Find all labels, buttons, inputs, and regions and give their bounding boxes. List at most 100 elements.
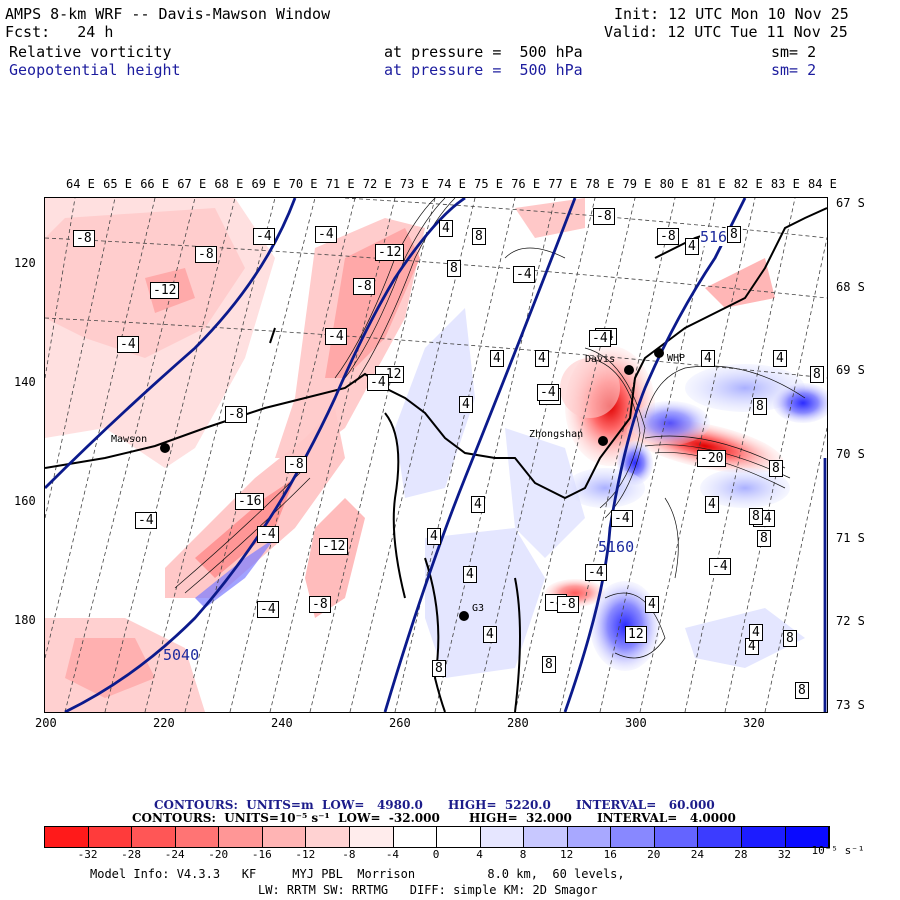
field2-smooth: sm= 2: [771, 61, 817, 79]
legend-tick: -32: [77, 848, 98, 861]
legend-tick: -24: [164, 848, 185, 861]
longitude-label: 84 E: [808, 177, 837, 191]
vorticity-label: -4: [709, 558, 731, 575]
station-label-zhongshan: Zhongshan: [529, 429, 584, 440]
x-axis-label: 260: [389, 716, 411, 730]
vorticity-label: -8: [73, 230, 95, 247]
vorticity-label: -4: [253, 228, 275, 245]
vorticity-label: -8: [285, 456, 307, 473]
model-info: Model Info: V4.3.3 KF MYJ PBL Morrison 8…: [90, 867, 625, 881]
legend-tick: -4: [385, 848, 400, 861]
longitude-label: 73 E: [399, 177, 429, 191]
legend-swatch: [524, 827, 568, 847]
legend-swatch: [480, 827, 525, 847]
height-label: 5040: [163, 646, 200, 664]
legend-swatch: [611, 827, 655, 847]
legend-unit: 10⁻⁵ s⁻¹: [811, 844, 865, 857]
station-label-g3: G3: [472, 603, 485, 614]
legend-tick: 16: [603, 848, 617, 861]
station-markers: [160, 348, 664, 621]
longitude-label: 74 E: [437, 177, 466, 191]
x-axis-label: 240: [271, 716, 293, 730]
legend-tick: 0: [432, 848, 440, 861]
legend-swatch: [785, 827, 830, 847]
latitude-label: 70 S: [836, 447, 865, 461]
longitude-label: 69 E: [251, 177, 281, 191]
latitude-label: 68 S: [836, 279, 865, 294]
longitude-label: 75 E: [474, 177, 503, 191]
vorticity-label: -4: [315, 226, 337, 243]
legend-tick: -8: [342, 848, 356, 861]
field1-smooth: sm= 2: [771, 43, 817, 61]
station-label-davis: Davis: [585, 354, 616, 365]
legend-tick: 12: [560, 848, 574, 861]
legend-tick: 32: [777, 848, 792, 861]
legend-swatch: [219, 827, 263, 847]
contour-info-vorticity: CONTOURS: UNITS=10⁻⁵ s⁻¹ LOW= -32.000 HI…: [132, 811, 736, 825]
longitude-label: 78 E: [585, 177, 615, 191]
vorticity-label: -8: [593, 208, 615, 225]
vorticity-label: -4: [537, 384, 559, 401]
vorticity-label: -8: [657, 228, 679, 245]
contour-info-height: CONTOURS: UNITS=m LOW= 4980.0 HIGH= 5220…: [154, 798, 715, 812]
vorticity-label: -4: [257, 601, 279, 618]
longitude-label: 72 E: [362, 177, 392, 191]
vorticity-label: -8: [557, 596, 579, 613]
longitude-label: 65 E: [103, 177, 132, 191]
longitude-label: 76 E: [511, 177, 541, 191]
vorticity-label: 4: [645, 596, 659, 613]
x-axis-label: 300: [625, 716, 647, 730]
y-axis-label: 160: [14, 494, 36, 508]
longitude-label: 68 E: [214, 177, 244, 191]
init-time: Init: 12 UTC Mon 10 Nov 25: [614, 5, 849, 23]
legend-tick: 28: [734, 848, 748, 861]
vorticity-label: 4: [705, 496, 719, 513]
legend-tick: 4: [476, 848, 483, 861]
vorticity-label: 8: [749, 508, 763, 525]
longitude-label: 67 E: [177, 177, 207, 191]
vorticity-label: 8: [810, 366, 824, 383]
station-whp-dot: [654, 348, 664, 358]
vorticity-label: 8: [472, 228, 486, 245]
vorticity-label: 4: [439, 220, 453, 237]
vorticity-label: 8: [769, 460, 783, 477]
vorticity-label: -4: [513, 266, 535, 283]
vorticity-label: -8: [195, 246, 217, 263]
station-davis-dot: [624, 365, 634, 375]
vorticity-label: -8: [353, 278, 375, 295]
title: AMPS 8-km WRF -- Davis-Mawson Window: [5, 5, 331, 23]
vorticity-label: -4: [585, 564, 607, 581]
x-axis-label: 280: [507, 716, 529, 730]
vorticity-label: -16: [235, 493, 265, 510]
legend-swatch: [132, 827, 176, 847]
vorticity-label: 4: [685, 238, 699, 255]
valid-time: Valid: 12 UTC Tue 11 Nov 25: [604, 23, 848, 41]
vorticity-label: 4: [773, 350, 787, 367]
latitude-label: 69 S: [836, 363, 865, 378]
legend-swatch: [88, 827, 133, 847]
vorticity-label: 8: [542, 656, 556, 673]
vorticity-label: 4: [535, 350, 549, 367]
forecast-hour: Fcst: 24 h: [5, 23, 114, 41]
vorticity-label: 4: [749, 624, 763, 641]
legend-swatch: [654, 827, 699, 847]
y-axis-label: 140: [14, 375, 36, 389]
vorticity-label: -4: [135, 512, 157, 529]
legend-tick: 24: [690, 848, 704, 861]
parallel-lines: [45, 198, 827, 379]
legend-swatch: [742, 827, 786, 847]
legend-tick: 8: [519, 848, 527, 861]
longitude-label: 80 E: [659, 177, 689, 191]
longitude-label: 66 E: [140, 177, 170, 191]
legend-tick: -20: [208, 848, 229, 861]
legend-swatch: [349, 827, 394, 847]
legend-swatch: [306, 827, 350, 847]
field2-name: Geopotential height: [9, 61, 181, 79]
vorticity-label: -20: [697, 450, 727, 467]
vorticity-label: -4: [589, 330, 611, 347]
vorticity-label: -8: [309, 596, 331, 613]
longitude-label: 79 E: [622, 177, 652, 191]
legend-swatch: [393, 827, 438, 847]
x-axis-label: 220: [153, 716, 175, 730]
latitude-label: 72 S: [836, 614, 865, 629]
